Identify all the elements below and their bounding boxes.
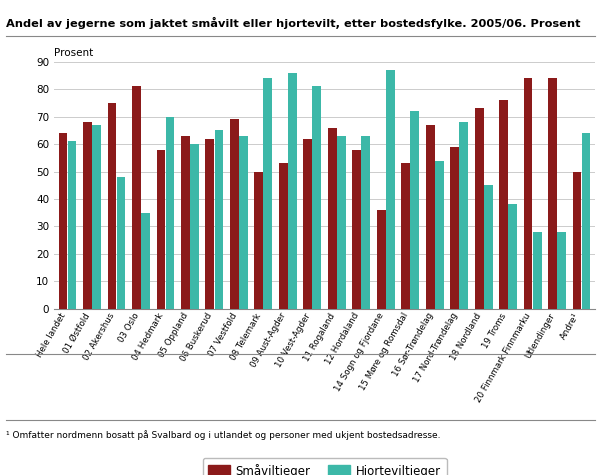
Bar <box>304 139 312 309</box>
Bar <box>377 210 386 309</box>
Bar <box>215 130 224 309</box>
Bar <box>141 213 150 309</box>
Bar <box>190 144 199 309</box>
Bar <box>475 108 484 309</box>
Bar <box>557 232 566 309</box>
Bar <box>401 163 410 309</box>
Bar <box>508 204 517 309</box>
Bar <box>254 171 263 309</box>
Bar <box>573 171 581 309</box>
Bar <box>328 128 337 309</box>
Bar <box>181 136 190 309</box>
Bar <box>92 125 101 309</box>
Bar <box>165 117 174 309</box>
Bar <box>59 133 67 309</box>
Bar <box>288 73 297 309</box>
Text: Prosent: Prosent <box>54 48 93 58</box>
Bar <box>352 150 361 309</box>
Bar <box>117 177 126 309</box>
Bar <box>523 78 532 309</box>
Bar <box>532 232 542 309</box>
Bar <box>108 103 117 309</box>
Bar <box>230 119 239 309</box>
Bar <box>68 142 76 309</box>
Bar <box>263 78 272 309</box>
Bar <box>459 122 468 309</box>
Bar <box>499 100 508 309</box>
Bar <box>337 136 346 309</box>
Bar <box>450 147 459 309</box>
Bar <box>484 185 493 309</box>
Bar <box>435 161 444 309</box>
Text: ¹ Omfatter nordmenn bosatt på Svalbard og i utlandet og personer med ukjent bost: ¹ Omfatter nordmenn bosatt på Svalbard o… <box>6 430 441 440</box>
Bar <box>386 70 395 309</box>
Legend: Småviltjeger, Hjorteviltjeger: Småviltjeger, Hjorteviltjeger <box>203 458 447 475</box>
Bar <box>279 163 288 309</box>
Bar <box>239 136 248 309</box>
Bar <box>426 125 435 309</box>
Bar <box>548 78 557 309</box>
Bar <box>132 86 141 309</box>
Bar <box>582 133 590 309</box>
Bar <box>361 136 370 309</box>
Bar <box>206 139 215 309</box>
Bar <box>83 122 92 309</box>
Bar <box>313 86 322 309</box>
Bar <box>156 150 165 309</box>
Text: Andel av jegerne som jaktet småvilt eller hjortevilt, etter bostedsfylke. 2005/0: Andel av jegerne som jaktet småvilt elle… <box>6 17 581 28</box>
Bar <box>410 111 419 309</box>
